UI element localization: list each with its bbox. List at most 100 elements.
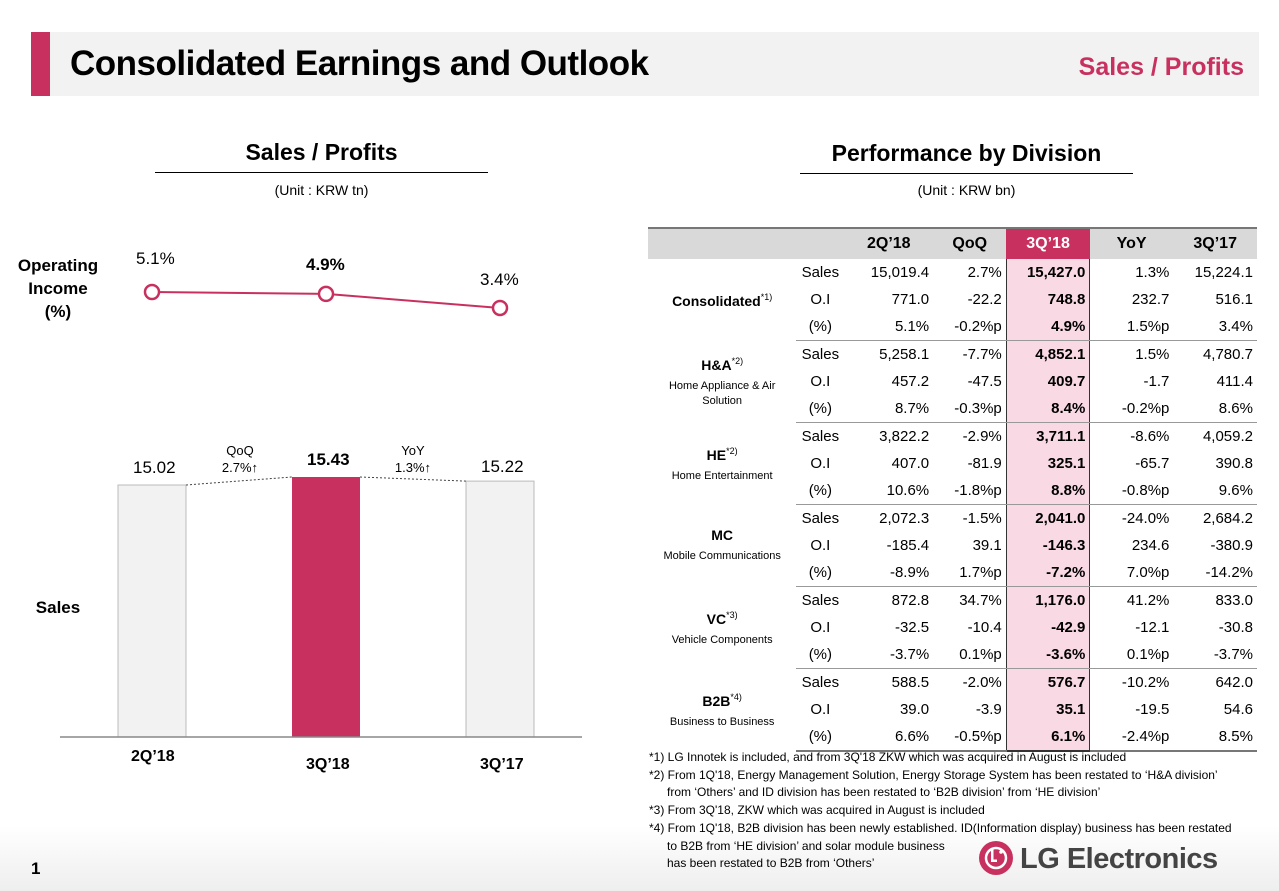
header-blank-metric (796, 227, 845, 259)
table-row: VC*3) Vehicle Components Sales 872.8 34.7% 1,… (648, 586, 1257, 646)
value-cell: -24.0% (1121, 510, 1170, 527)
qoq-label: QoQ (226, 443, 254, 458)
value-cell: -47.5 (967, 373, 1002, 390)
footnote-2-cont: from ‘Others’ and ID division has been r… (667, 785, 1101, 799)
col-qoq: QoQ (933, 227, 1007, 259)
value-cell: 3.4% (1173, 313, 1257, 341)
sales-label: Sales (35, 598, 81, 617)
value-cell: -2.4%p (1089, 723, 1174, 752)
table-row: B2B*4) Business to Business Sales 588.5 -2.0… (648, 668, 1257, 728)
value-cell: 748.8 (1005, 286, 1091, 313)
metric-label: (%) (796, 723, 845, 752)
metric-label: Sales (801, 428, 840, 445)
table-row: H&A*2) Home Appliance & Air Solution Sales… (648, 340, 1257, 407)
x-label-3q17: 3Q’17 (480, 756, 524, 773)
value-cell: -0.5%p (933, 723, 1007, 752)
metric-label: (%) (796, 477, 845, 505)
value-cell: 3,822.2 (879, 428, 930, 445)
division-name: MC (711, 526, 734, 543)
value-cell: -0.8%p (1089, 477, 1174, 505)
division-subtitle: Home Entertainment (671, 469, 773, 482)
value-cell: 1,176.0 (1005, 586, 1091, 614)
metric-label: (%) (796, 313, 845, 341)
table-header-row: 2Q’18 QoQ 3Q’18 YoY 3Q’17 (648, 227, 1257, 259)
value-cell: 4,852.1 (1005, 340, 1091, 368)
footnote-2: *2) From 1Q'18, Energy Management Soluti… (649, 768, 1218, 782)
value-cell: 409.7 (1005, 368, 1091, 395)
col-yoy: YoY (1089, 227, 1174, 259)
division-note: *3) (726, 609, 738, 620)
value-cell: 516.1 (1215, 291, 1253, 308)
value-cell: -8.9% (844, 559, 934, 587)
yoy-connector (359, 476, 467, 482)
footnote-3: *3) From 3Q'18, ZKW which was acquired i… (649, 803, 985, 817)
sales-profit-chart (60, 283, 582, 738)
value-cell: -2.0% (962, 674, 1002, 691)
value-cell: 234.6 (1131, 537, 1170, 554)
yoy-label: YoY (401, 443, 425, 458)
metric-label: O.I (810, 291, 831, 308)
value-cell: 872.8 (891, 592, 930, 609)
value-cell: 4,780.7 (1202, 346, 1253, 363)
value-cell: 5.1% (844, 313, 934, 341)
oi-point-3q18 (317, 285, 335, 303)
division-subtitle: Business to Business (669, 715, 775, 728)
value-cell: 1.7%p (933, 559, 1007, 587)
value-cell: 457.2 (891, 373, 930, 390)
value-cell: 232.7 (1131, 291, 1170, 308)
value-cell: -81.9 (967, 455, 1002, 472)
value-cell: -0.2%p (1089, 395, 1174, 423)
value-cell: 34.7% (959, 592, 1002, 609)
metric-label: Sales (801, 346, 840, 363)
table-row: Consolidated*1) Sales 15,019.4 2.7% 15,427.0… (648, 259, 1257, 309)
left-heading-rule (155, 172, 488, 173)
title-accent-bar (31, 32, 50, 96)
division-note: *2) (731, 356, 744, 366)
value-cell: -0.3%p (933, 395, 1007, 423)
table-row: (%) 6.6% -0.5%p 6.1% -2.4%p 8.5% (648, 723, 1257, 752)
value-cell: -7.7% (962, 346, 1002, 363)
metric-label: Sales (801, 510, 840, 527)
table-row: (%) -8.9% 1.7%p -7.2% 7.0%p -14.2% (648, 559, 1257, 587)
division-name: Consolidated (672, 293, 761, 310)
value-cell: -1.8%p (933, 477, 1007, 505)
division-cell: VC*3) Vehicle Components (648, 587, 796, 669)
table-row: O.I -32.5 -10.4 -42.9 -12.1 -30.8 (648, 614, 1257, 641)
qoq-connector (185, 476, 293, 486)
footnote-4: *4) From 1Q'18, B2B division has been ne… (649, 821, 1232, 835)
section-label: Sales / Profits (1078, 53, 1244, 81)
value-cell: 0.1%p (1089, 641, 1174, 669)
footnote-4-cont-1: to B2B from ‘HE division’ and solar modu… (667, 839, 945, 853)
performance-table: 2Q’18 QoQ 3Q’18 YoY 3Q’17 Consolidated*1… (648, 227, 1257, 752)
left-heading: Sales / Profits (245, 139, 398, 165)
division-name: VC (706, 610, 727, 627)
col-3q18: 3Q’18 (1006, 227, 1090, 259)
value-cell: -22.2 (967, 291, 1002, 308)
value-cell: -12.1 (1135, 619, 1170, 636)
value-cell: 8.7% (844, 395, 934, 423)
value-cell: 6.6% (844, 723, 934, 752)
operating-income-label: Operating Income (%) (8, 254, 108, 323)
value-cell: 3,711.1 (1005, 422, 1091, 450)
value-cell: 1.5% (1135, 346, 1170, 363)
qoq-annotation: QoQ 2.7%↑ (210, 442, 270, 476)
value-cell: -8.6% (1130, 428, 1170, 445)
table-row: O.I 457.2 -47.5 409.7 -1.7 411.4 (648, 368, 1257, 395)
table-row: (%) 5.1% -0.2%p 4.9% 1.5%p 3.4% (648, 313, 1257, 341)
value-cell: 0.1%p (933, 641, 1007, 669)
col-2q18: 2Q’18 (844, 227, 934, 259)
division-subtitle: Home Appliance & Air Solution (668, 380, 776, 407)
oi-point-3q17 (491, 299, 509, 317)
value-cell: 1.5%p (1089, 313, 1174, 341)
metric-label: O.I (810, 455, 831, 472)
lg-logo-icon (979, 841, 1013, 875)
metric-label: Sales (801, 592, 840, 609)
table-row: O.I 771.0 -22.2 748.8 232.7 516.1 (648, 286, 1257, 313)
oi-label-line-3: (%) (44, 302, 72, 321)
metric-label: (%) (796, 395, 845, 423)
value-cell: -14.2% (1173, 559, 1257, 587)
value-cell: -10.2% (1121, 674, 1170, 691)
value-cell: 576.7 (1005, 668, 1091, 696)
value-cell: 9.6% (1173, 477, 1257, 505)
value-cell: 4,059.2 (1202, 428, 1253, 445)
